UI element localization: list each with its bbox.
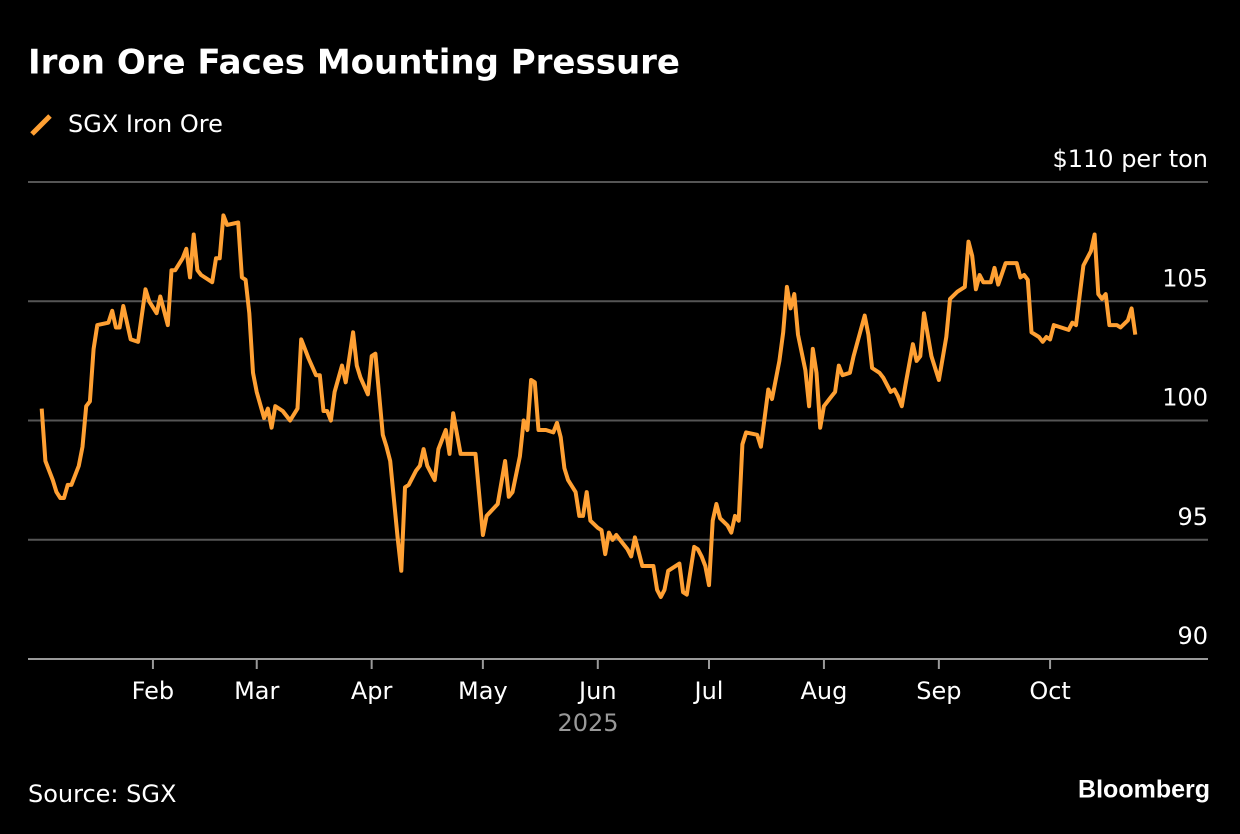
y-tick-label: $110 per ton	[1052, 145, 1208, 173]
x-tick-label: Apr	[351, 677, 393, 705]
x-tick-label: Oct	[1029, 677, 1071, 705]
legend-swatch	[30, 114, 52, 136]
x-tick-label: Feb	[132, 677, 175, 705]
x-axis-label: 2025	[557, 709, 618, 737]
x-tick-label: Sep	[916, 677, 961, 705]
x-tick-label: May	[458, 677, 508, 705]
credit: Bloomberg	[1078, 776, 1210, 804]
chart-title: Iron Ore Faces Mounting Pressure	[28, 43, 680, 83]
x-tick-label: Mar	[234, 677, 279, 705]
legend-label: SGX Iron Ore	[68, 110, 223, 138]
y-tick-label: 105	[1162, 264, 1208, 292]
y-tick-label: 95	[1177, 503, 1208, 531]
x-tick-label: Jul	[693, 677, 724, 705]
line	[39, 213, 1138, 599]
x-tick-label: Aug	[800, 677, 847, 705]
y-tick-label: 100	[1162, 384, 1208, 412]
x-tick-label: Jun	[577, 677, 617, 705]
y-tick-label: 90	[1177, 622, 1208, 650]
source: Source: SGX	[28, 780, 176, 808]
